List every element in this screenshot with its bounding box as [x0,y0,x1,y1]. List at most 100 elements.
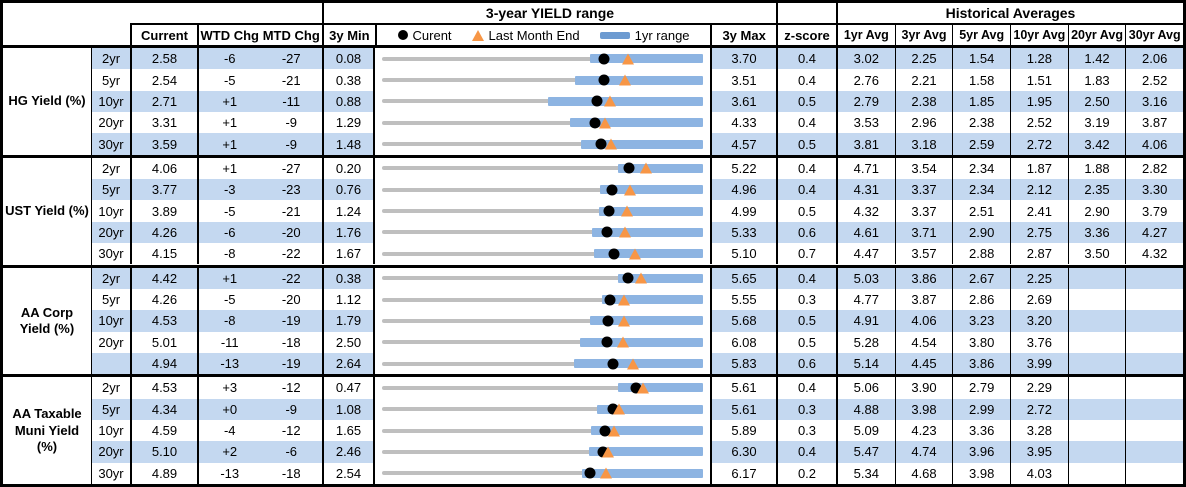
change-cells: +1 -9 [197,133,322,155]
legend-1yr-range: 1yr range [599,28,690,43]
three-year-track [382,385,703,390]
table-row: 30yr 4.89 -13 -18 2.54 6.17 0.2 5.34 4.68 3.98 4.0… [92,462,1183,484]
one-year-range-bar [592,227,703,237]
current-value: 4.06 [130,157,197,180]
z-score-value: 0.2 [776,462,836,484]
max-3y-value: 3.61 [710,90,776,113]
z-score-value: 0.3 [776,288,836,311]
one-year-range-bar [601,295,703,305]
wtd-chg-value: -13 [220,356,240,372]
range-chart-track-area [382,91,703,112]
table-row: 2yr 4.42 +1 -22 0.38 5.65 0.4 5.03 3.86 2.67 2.25 [92,267,1183,289]
max-3y-value: 5.61 [710,377,776,399]
tenor-label: 10yr [98,423,124,439]
change-cells: +1 -27 [197,157,322,180]
avg-value: 2.52 [1010,112,1068,134]
avg-value: 3.96 [952,441,1011,463]
avg-value: 1.42 [1067,48,1126,70]
change-cells: -5 -20 [197,288,322,311]
range-chart [373,179,710,201]
max-3y-value: 4.57 [710,133,776,155]
avg-value: 4.54 [894,331,953,353]
max-3y-value: 5.61 [710,398,776,420]
current-value: 4.89 [130,462,197,484]
avg-value: 2.34 [952,179,1011,201]
current-value: 4.53 [130,310,197,332]
avg-value: 1.51 [1010,69,1068,91]
range-chart-track-area [382,463,703,484]
three-year-track [382,340,703,345]
wtd-chg-value: +1 [222,160,238,176]
change-cells: +0 -9 [197,398,322,420]
table-row: 30yr 4.15 -8 -22 1.67 5.10 0.7 4.47 3.57 2.88 2.87… [92,243,1183,265]
current-marker [589,117,601,129]
min-3y-value: 0.08 [322,48,373,70]
avg-value: 5.34 [836,462,895,484]
z-score-value: 0.5 [776,133,836,155]
avg-value: 4.23 [894,419,953,442]
mtd-chg-value: -12 [281,380,301,396]
tenor-label: 5yr [92,398,130,420]
tenor-label: 20yr [92,441,130,463]
change-cells: +3 -12 [197,377,322,399]
z-score-value: 0.4 [776,377,836,399]
row-group: AA Taxable Muni Yield (%) 2yr 4.53 +3 -12 0.4… [3,374,1183,484]
min-3y-value: 2.64 [322,352,373,375]
avg-value: 4.71 [836,157,895,180]
current-value: 3.89 [130,200,197,222]
avg-value [1125,441,1183,463]
current-value: 4.26 [130,288,197,311]
change-cells: -11 -18 [197,331,322,353]
current-value: 4.15 [130,243,197,265]
avg-value: 4.45 [894,352,953,375]
last-month-marker [601,446,614,458]
range-chart-track-area [382,200,703,221]
table-row: 10yr 3.89 -5 -21 1.24 4.99 0.5 4.32 3.37 2.51 2.41… [92,200,1183,222]
avg-value [1125,331,1183,353]
min-3y-value: 2.46 [322,441,373,463]
three-year-track [382,120,703,125]
current-value: 3.77 [130,179,197,201]
row-group: UST Yield (%) 2yr 4.06 +1 -27 0.20 5.22 0.4 4.71… [3,154,1183,265]
range-chart-track-area [382,179,703,200]
table-row: 5yr 2.54 -5 -21 0.38 3.51 0.4 2.76 2.21 1.58 1.51 1… [92,69,1183,91]
current-marker [601,226,613,238]
mtd-chg-value: -18 [281,334,301,350]
tenor-label: 30yr [98,246,124,262]
avg-value: 1.85 [952,90,1011,113]
one-year-range-bar [574,359,703,369]
col-header-10yr-avg: 10yr Avg [1010,25,1068,45]
one-year-range-bar [599,185,703,195]
last-month-marker [637,382,650,394]
range-chart [373,157,710,180]
range-chart-track-area [382,158,703,179]
current-marker [584,467,596,479]
last-month-marker [618,226,631,238]
z-score-value: 0.4 [776,69,836,91]
wtd-chg-value: -8 [223,246,236,262]
avg-value: 3.99 [1010,352,1068,375]
z-score-value: 0.4 [776,179,836,201]
range-chart [373,288,710,311]
avg-value: 3.18 [894,133,953,155]
avg-value: 3.20 [1010,310,1068,332]
one-year-range-bar [599,206,703,216]
mtd-chg-value: -19 [281,313,301,329]
current-value: 4.59 [130,419,197,442]
current-value: 4.94 [130,352,197,375]
table-row: 10yr 4.53 -8 -19 1.79 5.68 0.5 4.91 4.06 3.23 3.20 [92,310,1183,332]
three-year-track [382,209,703,214]
legend-last-month: Last Month End [471,28,580,43]
table-row: 20yr 4.26 -6 -20 1.76 5.33 0.6 4.61 3.71 2.90 2.75… [92,221,1183,244]
range-chart [373,441,710,463]
min-3y-value: 1.29 [322,112,373,134]
mtd-chg-value: -19 [281,356,301,372]
min-3y-value: 0.38 [322,69,373,91]
three-year-track [382,471,703,476]
avg-value: 2.51 [952,200,1010,222]
avg-value [1125,462,1183,484]
avg-value: 4.31 [836,179,895,201]
avg-value: 4.03 [1010,462,1068,484]
max-3y-value: 3.51 [710,69,776,91]
range-chart-track-area [382,289,703,310]
